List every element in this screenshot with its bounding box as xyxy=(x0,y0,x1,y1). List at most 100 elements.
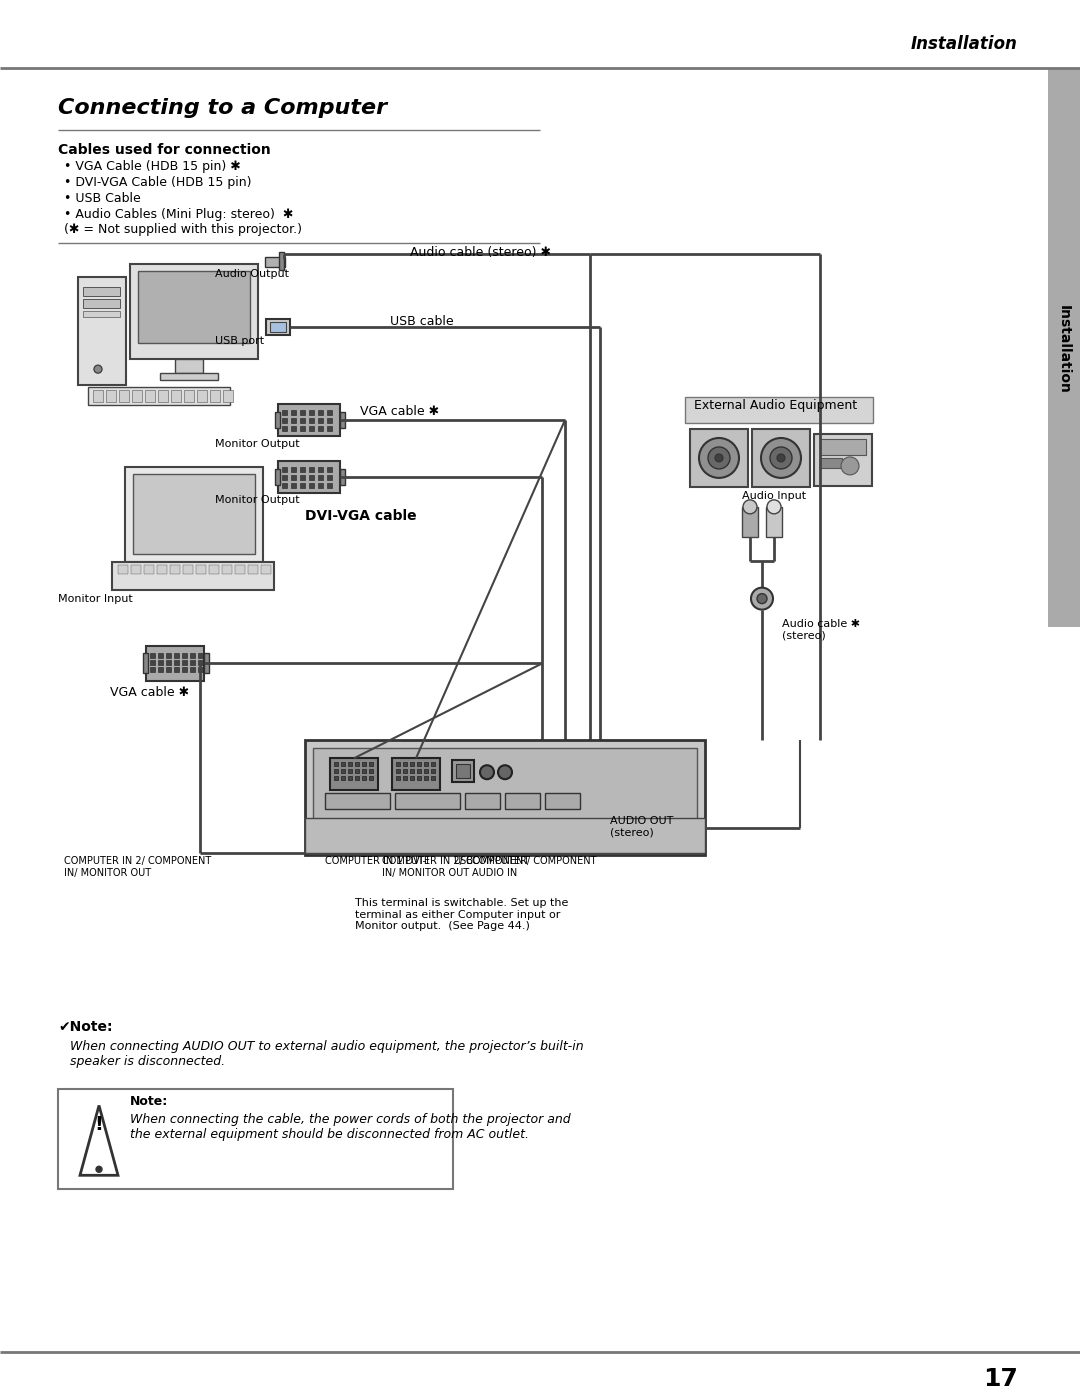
Bar xyxy=(275,412,280,427)
Bar xyxy=(158,390,168,402)
Bar xyxy=(341,763,345,766)
Bar xyxy=(417,770,421,773)
Bar xyxy=(300,426,305,432)
Bar xyxy=(183,668,187,672)
Bar xyxy=(106,390,116,402)
Bar xyxy=(318,475,323,481)
Text: VGA cable ✱: VGA cable ✱ xyxy=(110,686,189,700)
Bar xyxy=(334,777,338,780)
Bar xyxy=(261,564,271,574)
Bar xyxy=(158,654,163,658)
Bar xyxy=(279,253,284,271)
Bar xyxy=(424,777,428,780)
Bar xyxy=(417,777,421,780)
Text: DVI-VGA cable: DVI-VGA cable xyxy=(305,509,417,522)
Text: Audio Output: Audio Output xyxy=(215,270,289,279)
Bar xyxy=(545,793,580,809)
Bar xyxy=(313,749,697,847)
Bar xyxy=(291,418,296,423)
Bar xyxy=(340,412,345,427)
Text: • USB Cable: • USB Cable xyxy=(64,191,140,204)
Bar xyxy=(190,661,195,665)
Bar xyxy=(309,426,314,432)
Text: Monitor Input: Monitor Input xyxy=(58,594,133,604)
Bar xyxy=(265,257,285,267)
Bar xyxy=(198,654,203,658)
Bar xyxy=(369,770,373,773)
Bar xyxy=(300,475,305,481)
Circle shape xyxy=(743,500,757,514)
Bar xyxy=(318,483,323,488)
Bar xyxy=(766,507,782,536)
Bar xyxy=(453,760,474,782)
Bar xyxy=(300,418,305,423)
Text: Audio Input: Audio Input xyxy=(742,490,806,502)
Text: Installation: Installation xyxy=(1057,305,1071,394)
Text: USB port: USB port xyxy=(215,337,265,346)
Bar xyxy=(132,390,141,402)
Bar xyxy=(424,763,428,766)
Bar xyxy=(143,654,148,673)
Text: This terminal is switchable. Set up the
terminal as either Computer input or
Mon: This terminal is switchable. Set up the … xyxy=(355,898,568,932)
Bar xyxy=(305,740,705,855)
Bar xyxy=(327,475,332,481)
Bar xyxy=(174,661,179,665)
Bar xyxy=(282,418,287,423)
Bar xyxy=(131,564,141,574)
Bar xyxy=(327,426,332,432)
Text: Monitor Output: Monitor Output xyxy=(215,439,299,448)
Text: • VGA Cable (HDB 15 pin) ✱: • VGA Cable (HDB 15 pin) ✱ xyxy=(64,159,241,173)
Bar xyxy=(195,564,206,574)
Bar xyxy=(334,763,338,766)
Bar xyxy=(327,411,332,415)
Text: • DVI-VGA Cable (HDB 15 pin): • DVI-VGA Cable (HDB 15 pin) xyxy=(64,176,252,189)
Bar xyxy=(300,483,305,488)
Bar xyxy=(355,763,359,766)
Text: ✔Note:: ✔Note: xyxy=(58,1020,112,1034)
Bar xyxy=(690,429,748,488)
Circle shape xyxy=(94,365,102,373)
Bar xyxy=(146,645,204,682)
Bar xyxy=(300,467,305,472)
Bar xyxy=(144,564,154,574)
Bar xyxy=(282,426,287,432)
Bar xyxy=(355,777,359,780)
Bar xyxy=(198,661,203,665)
Bar xyxy=(396,763,400,766)
Bar xyxy=(814,434,872,486)
Text: Audio cable ✱
(stereo): Audio cable ✱ (stereo) xyxy=(782,619,860,640)
Bar xyxy=(119,390,129,402)
Bar xyxy=(138,271,249,344)
Bar xyxy=(424,770,428,773)
Bar xyxy=(210,390,220,402)
Bar xyxy=(171,390,181,402)
Text: Installation: Installation xyxy=(912,35,1018,53)
Bar xyxy=(291,467,296,472)
Bar xyxy=(318,411,323,415)
Text: Audio cable (stereo) ✱: Audio cable (stereo) ✱ xyxy=(410,246,551,260)
Text: • Audio Cables (Mini Plug: stereo)  ✱: • Audio Cables (Mini Plug: stereo) ✱ xyxy=(64,208,294,221)
Bar xyxy=(133,474,255,553)
Bar xyxy=(197,390,207,402)
Bar xyxy=(174,668,179,672)
Circle shape xyxy=(96,1166,102,1172)
Bar xyxy=(275,469,280,485)
Text: COMPUTER IN 1 DVI-I: COMPUTER IN 1 DVI-I xyxy=(325,856,429,866)
Bar xyxy=(318,426,323,432)
Bar xyxy=(410,770,414,773)
Bar xyxy=(78,278,126,386)
Bar xyxy=(166,654,171,658)
Text: When connecting AUDIO OUT to external audio equipment, the projector’s built-in
: When connecting AUDIO OUT to external au… xyxy=(70,1039,583,1067)
Bar xyxy=(83,299,120,309)
Circle shape xyxy=(767,500,781,514)
Bar xyxy=(175,359,203,373)
Bar xyxy=(309,467,314,472)
Text: Note:: Note: xyxy=(130,1095,168,1108)
Bar xyxy=(158,668,163,672)
Bar xyxy=(118,564,129,574)
Bar xyxy=(112,562,274,590)
Bar xyxy=(465,793,500,809)
Bar xyxy=(362,763,366,766)
Circle shape xyxy=(480,766,494,780)
Bar xyxy=(198,668,203,672)
